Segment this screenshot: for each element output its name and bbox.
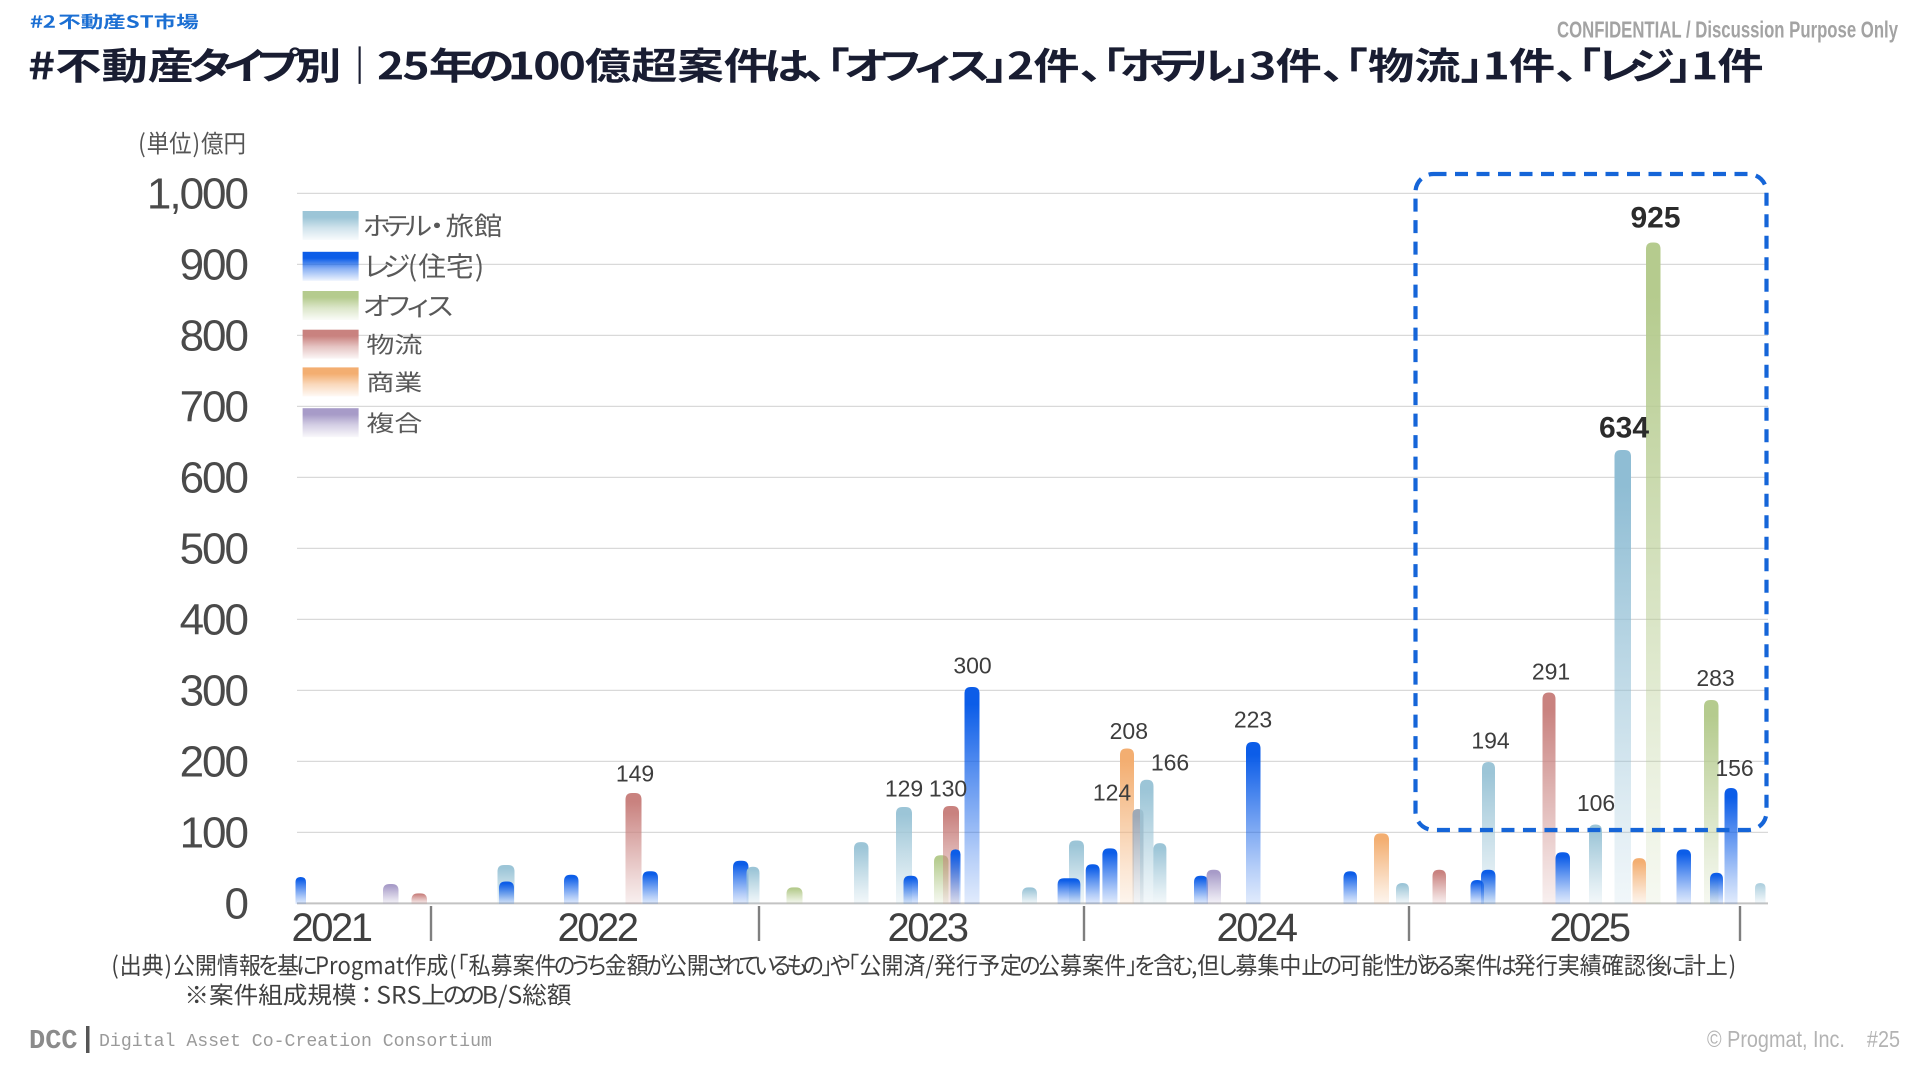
svg-text:CONFIDENTIAL / Discussion Purp: CONFIDENTIAL / Discussion Purpose Only [1557,17,1898,43]
svg-text:2022: 2022 [558,906,638,950]
svg-text:156: 156 [1715,755,1753,781]
svg-text:DCC: DCC [29,1027,78,1057]
svg-text:800: 800 [180,311,248,360]
svg-text:Digital Asset Co-Creation Cons: Digital Asset Co-Creation Consortium [99,1032,492,1052]
svg-text:106: 106 [1577,790,1615,816]
svg-text:0: 0 [225,879,248,928]
svg-text:166: 166 [1151,749,1189,775]
svg-text:700: 700 [180,382,248,431]
svg-text:208: 208 [1110,718,1148,744]
svg-text:1,000: 1,000 [147,169,248,218]
svg-text:291: 291 [1532,658,1570,684]
svg-text:300: 300 [953,652,991,678]
svg-text:200: 200 [180,737,248,786]
svg-text:2023: 2023 [888,906,968,950]
svg-text:300: 300 [180,666,248,715]
svg-text:130: 130 [929,775,967,801]
svg-text:925: 925 [1630,202,1680,235]
svg-text:100: 100 [180,808,248,857]
svg-text:124: 124 [1093,779,1132,805]
svg-text:500: 500 [180,524,248,573]
svg-text:129: 129 [885,775,923,801]
svg-text:283: 283 [1696,665,1734,691]
svg-text:149: 149 [616,760,654,786]
svg-text:2025: 2025 [1550,906,1630,950]
svg-text:2024: 2024 [1217,906,1298,950]
svg-text:223: 223 [1234,706,1272,732]
svg-text:© Progmat, Inc. #25: © Progmat, Inc. #25 [1707,1026,1900,1052]
svg-text:900: 900 [180,240,248,289]
svg-text:634: 634 [1599,412,1649,445]
svg-text:600: 600 [180,453,248,502]
svg-text:2021: 2021 [292,906,372,950]
svg-text:400: 400 [180,595,248,644]
svg-text:194: 194 [1471,727,1510,753]
